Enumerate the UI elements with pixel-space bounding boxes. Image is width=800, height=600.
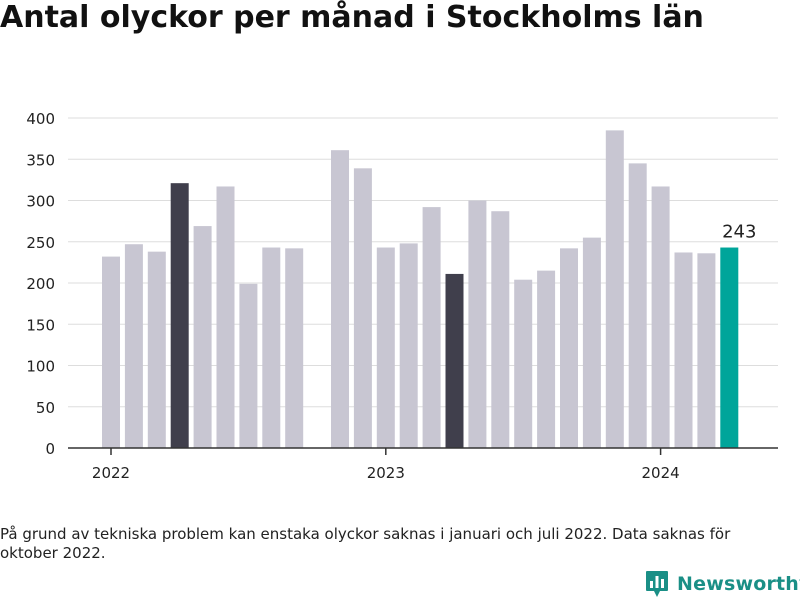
bar-2023-05 xyxy=(468,200,487,448)
bar-2022-11 xyxy=(331,150,349,449)
y-tick-label: 150 xyxy=(26,316,55,334)
brand-logo[interactable]: Newsworthy xyxy=(645,569,800,599)
bar-2023-04 xyxy=(445,273,464,448)
bar-chart: 0 50 100 150 200 250 300 350 400 2022 2023 2024 24… xyxy=(26,110,778,482)
bar-2024-03 xyxy=(697,253,716,448)
bar-2022-08 xyxy=(262,247,281,448)
bar-2022-06 xyxy=(216,186,235,448)
footnote: På grund av tekniska problem kan enstaka… xyxy=(0,525,731,562)
bar-2023-09 xyxy=(560,248,578,448)
data-label: 243 xyxy=(722,222,756,243)
bar-2023-11 xyxy=(605,130,624,448)
bar-2023-07 xyxy=(514,279,533,448)
bar-2023-12 xyxy=(628,163,647,448)
bar-2023-03 xyxy=(422,207,441,448)
bar-2023-06 xyxy=(491,211,510,448)
bar-2022-07 xyxy=(239,283,258,448)
bar-2022-01 xyxy=(102,256,120,448)
bar-2022-09 xyxy=(285,248,304,448)
bar-2023-01 xyxy=(376,247,395,448)
y-tick-label: 400 xyxy=(26,110,55,128)
y-tick-label: 200 xyxy=(26,275,55,293)
y-tick-label: 100 xyxy=(26,358,55,376)
bar-2024-04 xyxy=(720,247,739,448)
chart-title: Antal olyckor per månad i Stockholms län xyxy=(0,0,704,35)
y-tick-label: 250 xyxy=(26,234,55,252)
bar-2022-03 xyxy=(147,251,166,448)
y-axis-tick-labels: 0 50 100 150 200 250 300 350 400 xyxy=(26,110,55,458)
bar-2023-08 xyxy=(537,270,556,448)
x-tick-label: 2022 xyxy=(92,464,130,482)
bar-2024-02 xyxy=(674,252,693,448)
bar-2023-02 xyxy=(399,243,418,448)
x-tick-label: 2024 xyxy=(642,464,680,482)
x-tick-label: 2023 xyxy=(367,464,405,482)
bar-2022-02 xyxy=(124,244,143,448)
bar-2022-04 xyxy=(170,183,189,449)
bar-series xyxy=(102,130,739,449)
y-tick-label: 300 xyxy=(26,193,55,211)
bar-2022-05 xyxy=(193,226,212,448)
bar-2023-10 xyxy=(582,237,601,448)
x-axis: 2022 2023 2024 xyxy=(68,447,778,482)
bar-2022-12 xyxy=(353,168,372,448)
y-tick-label: 0 xyxy=(45,440,55,458)
newsworthy-logo-icon xyxy=(646,571,668,597)
y-tick-label: 50 xyxy=(36,399,55,417)
bar-2024-01 xyxy=(651,186,670,448)
data-labels: 243 xyxy=(722,222,756,243)
y-tick-label: 350 xyxy=(26,151,55,169)
brand-name: Newsworthy xyxy=(677,573,800,595)
